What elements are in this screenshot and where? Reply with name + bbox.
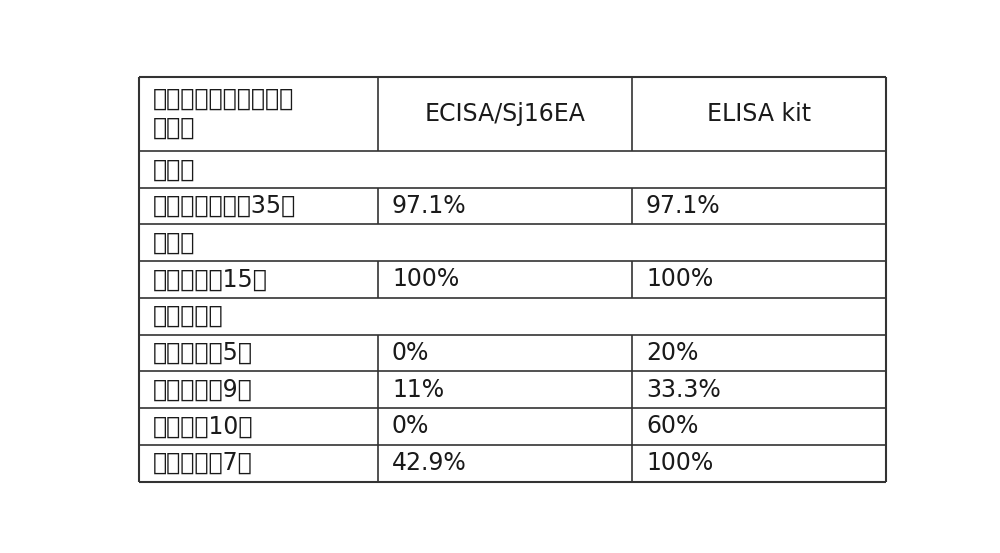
Text: 100%: 100% (646, 268, 713, 291)
Text: 20%: 20% (646, 341, 698, 365)
Text: 33.3%: 33.3% (646, 378, 721, 401)
Text: 11%: 11% (392, 378, 444, 401)
Text: 0%: 0% (392, 414, 429, 439)
Text: 受检样本（数量）及测: 受检样本（数量）及测 (153, 87, 294, 111)
Text: ECISA/Sj16EA: ECISA/Sj16EA (425, 102, 585, 126)
Text: 囊虫组（10）: 囊虫组（10） (153, 414, 253, 439)
Text: 97.1%: 97.1% (646, 194, 721, 218)
Text: 42.9%: 42.9% (392, 451, 467, 475)
Text: 旋毛虫组（9）: 旋毛虫组（9） (153, 378, 253, 401)
Text: 肺吸虫组（7）: 肺吸虫组（7） (153, 451, 253, 475)
Text: 特异性: 特异性 (153, 231, 195, 255)
Text: 100%: 100% (392, 268, 459, 291)
Text: 0%: 0% (392, 341, 429, 365)
Text: 100%: 100% (646, 451, 713, 475)
Text: ELISA kit: ELISA kit (707, 102, 811, 126)
Text: 交叉反应性: 交叉反应性 (153, 304, 224, 328)
Text: 试标准: 试标准 (153, 115, 195, 139)
Text: 60%: 60% (646, 414, 698, 439)
Text: 正常人组（15）: 正常人组（15） (153, 268, 268, 291)
Text: 97.1%: 97.1% (392, 194, 467, 218)
Text: 肝吸虫组（5）: 肝吸虫组（5） (153, 341, 253, 365)
Text: 敏感性: 敏感性 (153, 157, 195, 181)
Text: 日本血吸虫组（35）: 日本血吸虫组（35） (153, 194, 296, 218)
